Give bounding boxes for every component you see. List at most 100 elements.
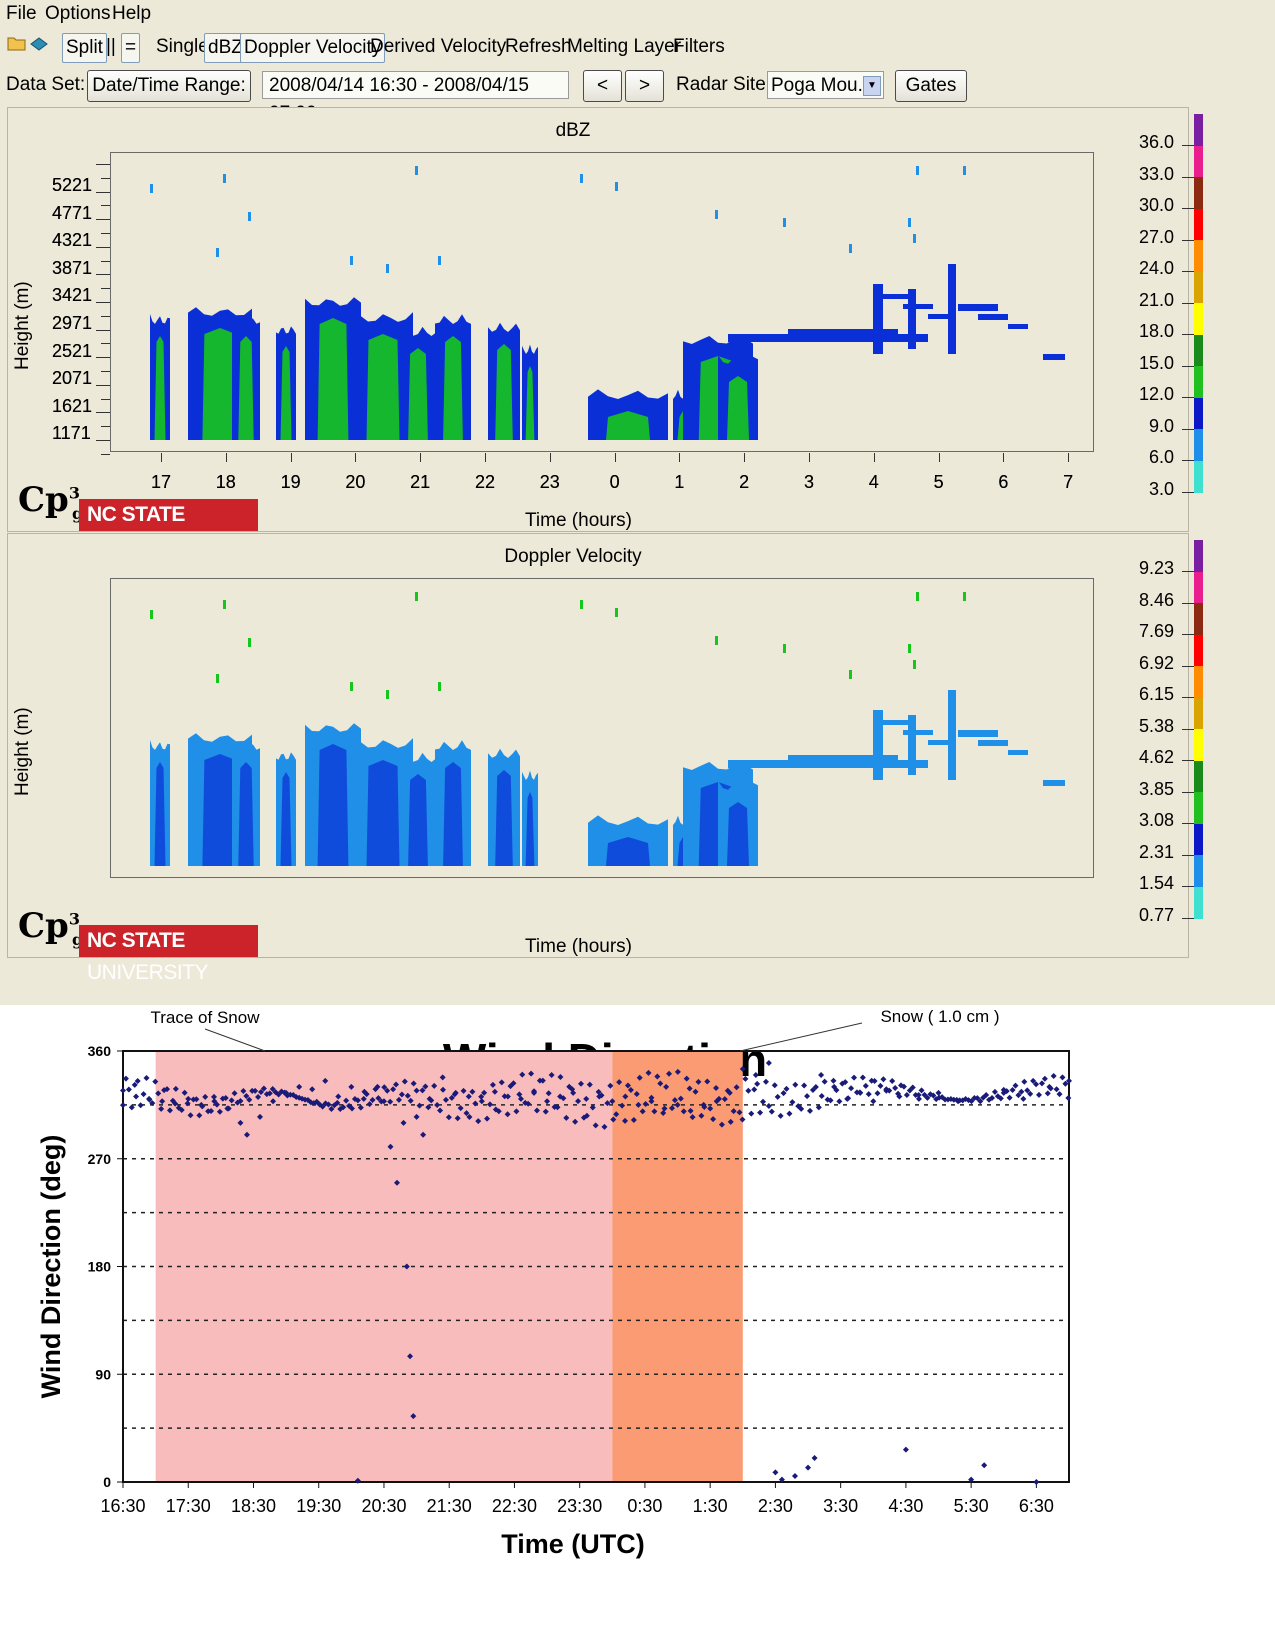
refresh-button[interactable]: Refresh (505, 36, 572, 57)
ytick-mark (101, 205, 110, 207)
filters-button[interactable]: Filters (673, 36, 725, 57)
wind-data-point (394, 1179, 401, 1186)
elevated-echo (908, 289, 916, 349)
prev-button[interactable]: < (583, 70, 622, 102)
wind-data-point (569, 1086, 576, 1093)
menu-help[interactable]: Help (112, 3, 152, 24)
dbz-plot[interactable] (128, 164, 1068, 440)
wind-data-point (178, 1107, 185, 1114)
wind-data-point (786, 1110, 793, 1117)
cp3g-logo: Cp3g (18, 906, 84, 949)
elevated-echo (958, 304, 998, 311)
wind-data-point (322, 1100, 329, 1107)
wind-data-point (149, 1100, 156, 1107)
wind-data-point (1066, 1077, 1072, 1084)
x-axis-label: Time (UTC) (501, 1529, 645, 1559)
wind-data-point (263, 1091, 270, 1098)
xtick-label: 3 (803, 472, 814, 492)
wind-data-point (577, 1080, 584, 1087)
open-folder-icon[interactable] (4, 33, 30, 61)
date-time-range-field[interactable]: 2008/04/14 16:30 - 2008/04/15 07:00 (262, 71, 569, 124)
wind-data-point (378, 1098, 385, 1105)
chevron-down-icon[interactable]: ▼ (863, 76, 881, 96)
ytick-mark (96, 357, 110, 359)
wind-data-point (683, 1075, 690, 1082)
equal-button[interactable]: = (121, 33, 141, 63)
gates-button[interactable]: Gates (895, 70, 967, 102)
doppler-velocity-button[interactable]: Doppler Velocity (240, 33, 386, 63)
colorbar-tick (1182, 460, 1194, 461)
wind-data-point (416, 1102, 423, 1109)
wind-data-point (401, 1078, 408, 1085)
wind-data-point (325, 1101, 332, 1108)
wind-data-point (387, 1143, 394, 1150)
save-data-icon[interactable] (26, 33, 52, 61)
wind-data-point (1059, 1074, 1066, 1081)
echo-speckle (150, 610, 153, 619)
wind-data-point (246, 1096, 253, 1103)
wind-data-point (404, 1092, 411, 1099)
wind-data-point (398, 1091, 405, 1098)
ytick-mark (96, 191, 110, 193)
echo-core (443, 336, 463, 440)
wind-data-point (360, 1095, 367, 1102)
colorbar-tick (1182, 791, 1194, 793)
radar-site-select[interactable]: Poga Mou... ▼ (767, 71, 884, 99)
echo-speckle (849, 244, 852, 253)
wind-data-point (202, 1093, 209, 1100)
echo-speckle (963, 166, 966, 175)
xtick-label: 16:30 (100, 1496, 145, 1516)
y-axis-label: Wind Direction (deg) (36, 1135, 66, 1399)
xtick-label: 1 (674, 472, 685, 492)
wind-data-point (133, 1093, 140, 1100)
menu-options[interactable]: Options (45, 3, 111, 24)
echo-speckle (615, 608, 618, 617)
xtick-label: 2 (739, 472, 750, 492)
split-button[interactable]: Split (62, 33, 107, 63)
radar-echo-column (588, 389, 668, 440)
melting-layer-button[interactable]: Melting Layer (567, 36, 682, 57)
radar-echo-column (232, 742, 260, 866)
wind-data-point (137, 1102, 144, 1109)
doppler-plot[interactable] (128, 590, 1068, 866)
xtick-mark (355, 453, 357, 462)
wind-data-point (1056, 1091, 1063, 1098)
colorbar-tick (1182, 145, 1194, 146)
echo-core (606, 837, 650, 866)
wind-data-point (434, 1101, 441, 1108)
date-time-range-button[interactable]: Date/Time Range: (87, 70, 251, 102)
wind-data-point (918, 1087, 925, 1094)
pause-button[interactable]: || (106, 36, 116, 57)
ytick-label: 0 (103, 1474, 111, 1490)
xtick-mark (614, 453, 616, 462)
radar-site-value: Poga Mou... (771, 75, 874, 96)
single-button[interactable]: Single (156, 36, 209, 57)
colorbar-segment (1194, 397, 1203, 430)
wind-data-point (933, 1096, 940, 1103)
echo-core (317, 744, 349, 866)
echo-core (525, 792, 535, 866)
colorbar-segment (1194, 114, 1203, 146)
wind-data-point (997, 1095, 1004, 1102)
colorbar-label: 3.85 (1138, 778, 1174, 799)
wind-data-point (252, 1087, 259, 1094)
wind-data-point (586, 1081, 593, 1088)
annotation-trace-of-snow: Trace of Snow (151, 1008, 261, 1027)
echo-speckle (913, 660, 916, 669)
wind-data-point (166, 1107, 173, 1114)
derived-velocity-button[interactable]: Derived Velocity (370, 36, 507, 57)
radar-echo-column (353, 312, 413, 440)
wind-data-point (601, 1123, 608, 1130)
echo-speckle (615, 182, 618, 191)
wind-data-point (674, 1068, 681, 1075)
next-button[interactable]: > (625, 70, 664, 102)
wind-data-point (566, 1083, 573, 1090)
wind-data-point (580, 1114, 587, 1121)
wind-data-point (865, 1091, 872, 1098)
colorbar-label: 5.38 (1138, 715, 1174, 736)
ytick-label: 4321 (52, 230, 93, 251)
wind-data-point (809, 1087, 816, 1094)
xtick-label: 4 (868, 472, 879, 492)
menu-file[interactable]: File (6, 3, 37, 24)
dbz-button[interactable]: dBZ (204, 33, 247, 63)
